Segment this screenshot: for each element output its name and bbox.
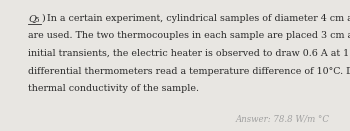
Text: In a certain experiment, cylindrical samples of diameter 4 cm and length 7 cm: In a certain experiment, cylindrical sam… xyxy=(47,14,350,23)
Text: thermal conductivity of the sample.: thermal conductivity of the sample. xyxy=(28,84,199,93)
Text: differential thermometers read a temperature difference of 10°C. Determine the: differential thermometers read a tempera… xyxy=(28,67,350,75)
Text: ): ) xyxy=(42,14,45,23)
Text: Q: Q xyxy=(28,14,36,23)
Text: are used. The two thermocouples in each sample are placed 3 cm apart. After: are used. The two thermocouples in each … xyxy=(28,31,350,40)
Text: 5: 5 xyxy=(35,17,39,24)
Text: Answer: 78.8 W/m °C: Answer: 78.8 W/m °C xyxy=(236,114,330,123)
Text: initial transients, the electric heater is observed to draw 0.6 A at 110 V, and : initial transients, the electric heater … xyxy=(28,49,350,58)
